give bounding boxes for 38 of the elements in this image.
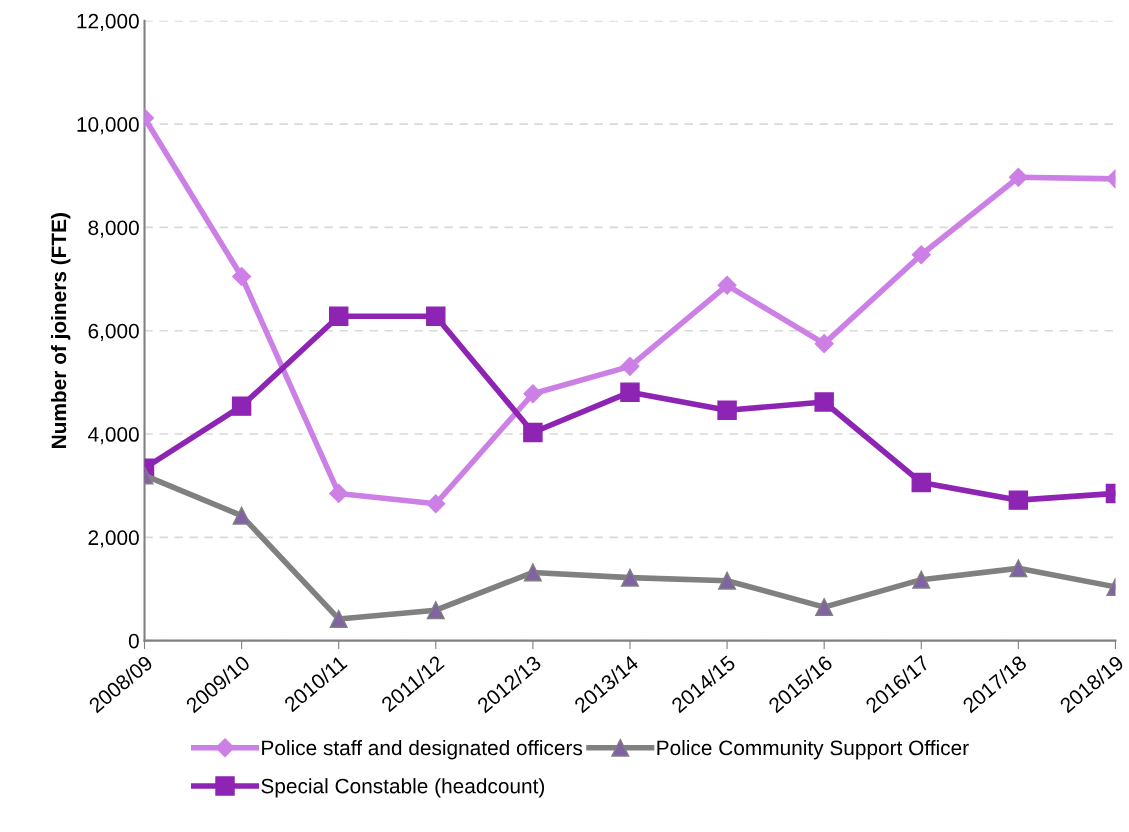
- point: [1008, 167, 1028, 187]
- point: [232, 506, 251, 525]
- point: [426, 601, 445, 620]
- y-tick-label: 10,000: [77, 117, 139, 135]
- y-tick-label: 4,000: [88, 427, 139, 445]
- point: [815, 598, 834, 617]
- point: [523, 563, 542, 582]
- legend-label: Police Community Support Officer: [657, 739, 969, 760]
- point: [814, 334, 834, 354]
- point: [717, 275, 737, 295]
- point: [426, 306, 446, 326]
- point: [523, 384, 543, 404]
- legend-label: Police staff and designated officers: [262, 739, 583, 760]
- y-axis-title: Number of joiners (FTE): [50, 213, 71, 448]
- point: [329, 609, 348, 628]
- point: [717, 400, 737, 420]
- point: [232, 266, 252, 287]
- point: [1009, 559, 1028, 578]
- point: [328, 306, 349, 326]
- point: [231, 396, 252, 416]
- y-tick-label: 0: [128, 633, 139, 649]
- point: [911, 245, 931, 265]
- legend-label: Special Constable (headcount): [261, 778, 545, 798]
- point: [620, 356, 640, 376]
- point: [1008, 490, 1029, 510]
- point: [912, 570, 931, 589]
- point: [329, 483, 349, 503]
- y-tick-label: 12,000: [77, 13, 139, 32]
- point: [620, 568, 640, 587]
- y-tick-label: 8,000: [88, 220, 139, 238]
- point: [523, 422, 543, 443]
- point: [620, 382, 640, 402]
- point: [814, 392, 834, 412]
- y-tick-label: 2,000: [88, 530, 139, 548]
- y-tick-label: 6,000: [88, 323, 139, 341]
- point: [911, 472, 931, 493]
- point: [718, 571, 737, 590]
- point: [426, 494, 446, 514]
